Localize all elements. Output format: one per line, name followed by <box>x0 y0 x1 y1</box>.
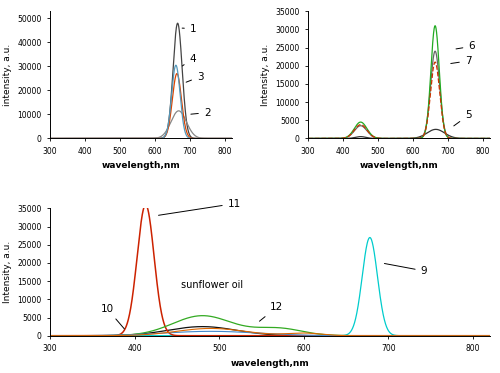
Text: 10: 10 <box>101 304 124 329</box>
Text: 6: 6 <box>456 41 475 51</box>
Text: 11: 11 <box>158 199 241 215</box>
X-axis label: wavelength,nm: wavelength,nm <box>230 358 310 367</box>
Text: 4: 4 <box>182 54 196 66</box>
Text: 9: 9 <box>384 263 427 276</box>
Text: 7: 7 <box>451 56 471 66</box>
X-axis label: wavelength,nm: wavelength,nm <box>360 162 438 170</box>
Y-axis label: Intensity, a.u.: Intensity, a.u. <box>261 44 270 106</box>
X-axis label: wavelength,nm: wavelength,nm <box>102 162 180 170</box>
Text: 2: 2 <box>191 108 210 117</box>
Text: 12: 12 <box>260 302 283 321</box>
Y-axis label: Intensity, a.u.: Intensity, a.u. <box>2 241 12 303</box>
Text: sunflower oil: sunflower oil <box>181 280 244 291</box>
Y-axis label: intensity, a.u.: intensity, a.u. <box>2 44 12 106</box>
Text: 3: 3 <box>186 72 204 82</box>
Text: 5: 5 <box>454 110 471 126</box>
Text: 1: 1 <box>182 23 196 34</box>
